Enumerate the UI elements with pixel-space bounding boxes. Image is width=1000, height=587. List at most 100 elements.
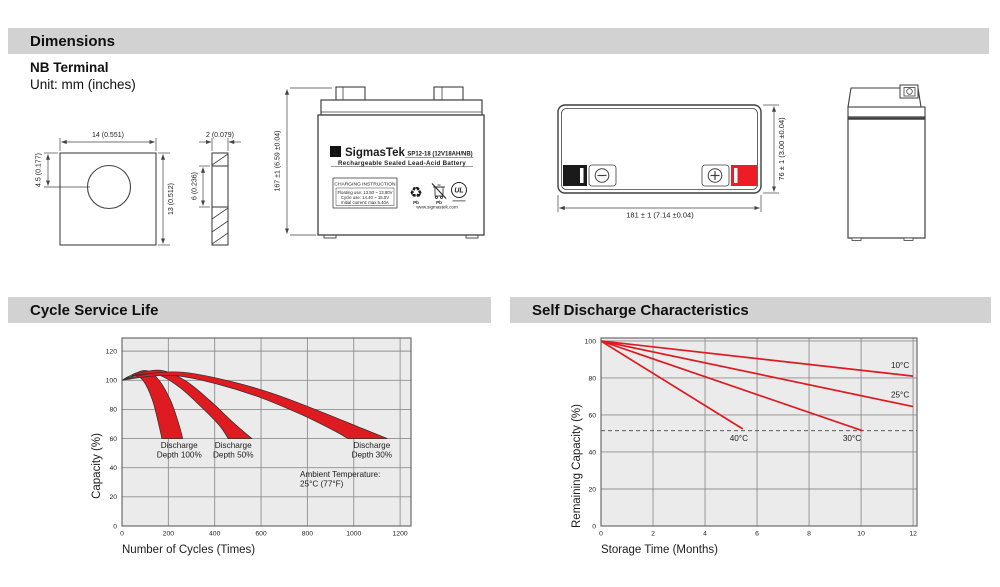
series-label: 40°C [730,434,748,443]
ul-letters: UL [454,188,463,195]
x-tick-label: 0 [599,531,603,538]
brand-name: SigmasTek [345,147,405,159]
x-tick-label: 800 [302,531,314,538]
chart-annotation: Discharge [353,441,390,450]
x-tick-label: 1200 [393,531,408,538]
charging-box [332,177,398,209]
temperature-line [600,340,744,430]
chart-annotation: Depth 50% [213,451,254,460]
ul-mark-icon [451,182,467,202]
temperature-line [600,340,863,432]
charging-line-initial: Initial current: max 5.40A [341,200,389,205]
temperature-line [600,340,914,377]
battery-top-drawing [557,104,779,212]
terminal-front-dim-lines [44,138,170,246]
chart-annotation: Depth 100% [157,451,202,460]
battery-top-dim-lines [557,104,779,212]
terminal-type-label: NB Terminal [30,60,109,75]
y-tick-label: 20 [588,486,596,493]
y-tick-label: 0 [592,523,596,530]
battery-height-dim-lines [284,87,332,236]
x-tick-label: 1000 [346,531,361,538]
series-label: 30°C [843,434,861,443]
discharge-band [121,371,388,439]
chart-annotation: Discharge [215,441,252,450]
brand-logo-square [330,146,341,157]
temperature-line [600,340,914,408]
side-lid [847,106,926,118]
x-tick-label: 600 [255,531,267,538]
x-tick-label: 2 [651,531,655,538]
charging-line-floating: Floating use: 13.50 ~ 13.80V [337,190,392,195]
x-tick-label: 12 [909,531,917,538]
charging-inner-box [335,187,395,206]
series-label: 10°C [891,361,909,370]
plot-border [600,337,918,527]
terminal-thickness-dim: 2 (0.079) [206,132,234,139]
side-body [847,116,926,239]
y-tick-label: 20 [109,494,117,501]
x-axis-title: Storage Time (Months) [601,544,718,556]
dimensions-title: Dimensions [30,32,116,50]
y-tick-label: 80 [109,407,117,414]
terminal-side-dim-lines [199,138,241,208]
chart-annotation: Ambient Temperature: [300,470,380,479]
unit-note: Unit: mm (inches) [30,77,136,92]
side-terminal [899,84,919,99]
terminal-plate [59,152,157,246]
model-number: SP12-18 (12V18AH/NB) [407,152,472,158]
plus-icon [707,168,723,183]
x-tick-label: 400 [209,531,221,538]
dimensions-section-header: Dimensions [8,28,989,54]
battery-side-drawing [847,84,926,241]
battery-front-drawing [284,86,485,239]
self-discharge-title: Self Discharge Characteristics [532,301,749,319]
x-tick-label: 8 [807,531,811,538]
y-tick-label: 60 [109,436,117,443]
battery-post-right [433,86,464,101]
chart-annotation: Discharge [161,441,198,450]
dimension-drawings: 14 (0.551) 4.5 (0.177) 13 (0.512) 2 (0.0… [36,84,926,246]
battery-foot-left [323,234,337,239]
battery-post-left [335,86,366,101]
cycle-title: Cycle Service Life [30,301,159,319]
charging-line-cycle: Cycle use: 14.40 ~ 15.0V [341,195,389,200]
chart-annotation: 25°C (77°F) [300,480,344,489]
self-discharge-chart: 10°C 25°C 30°C 40°C 0 20 40 60 80 100 0 2 4 6 8 10 12 Sto… [571,337,918,556]
battery-depth-dim: 76 ± 1 (3.00 ±0.04) [777,117,786,181]
website-url: www.sigmastek.com [416,205,458,210]
charging-title: CHARGING INSTRUCTION [334,182,396,188]
battery-top-outline [557,104,762,194]
x-axis-title: Number of Cycles (Times) [122,544,255,556]
battery-height-dim: 167 ±1 (6.59 ±0.04) [275,130,282,191]
x-tick-label: 0 [120,531,124,538]
ul-file-number [452,200,466,202]
y-tick-label: 40 [109,465,117,472]
terminal-inner-dim: 6 (0.236) [192,172,199,200]
terminal-subheading: NB Terminal Unit: mm (inches) [30,59,136,93]
y-tick-label: 120 [106,348,118,355]
plot-area [601,338,917,526]
battery-type-label: Rechargeable Sealed Lead-Acid Battery [338,160,466,167]
x-tick-label: 200 [163,531,175,538]
terminal-width-dim: 14 (0.551) [92,132,124,139]
minus-icon [594,168,610,183]
hatch-lines [211,153,229,245]
pb-recycle-caption: Pb [413,200,419,205]
y-tick-label: 100 [106,378,118,385]
terminal-front-drawing [44,138,170,246]
recycle-pb-icon: ♻ [409,185,422,202]
terminal-side-drawing [199,138,241,246]
side-foot-left [851,237,862,241]
cycle-service-life-header: Cycle Service Life [8,297,491,323]
brand-logo-glyph: Σ [333,147,339,157]
x-tick-label: 10 [857,531,865,538]
battery-width-dim: 181 ± 1 (7.14 ±0.04) [626,211,694,220]
y-axis-title: Capacity (%) [91,433,103,499]
battery-body [317,114,485,236]
y-tick-label: 0 [113,523,117,530]
battery-foot-right [465,234,479,239]
y-tick-label: 80 [588,375,596,382]
